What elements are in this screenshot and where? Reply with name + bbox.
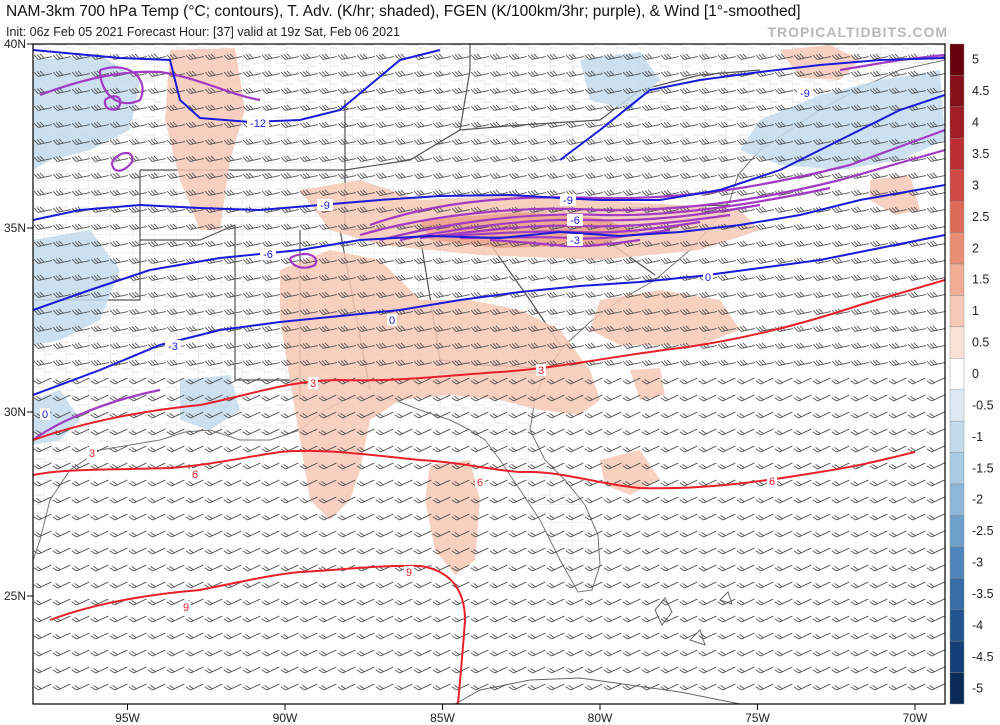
colorbar-swatch — [949, 326, 965, 359]
lon-tick-label: 85W — [430, 711, 455, 725]
colorbar-label: 3 — [972, 178, 979, 192]
temp-contour-label: -6 — [263, 249, 273, 261]
lon-tick-label: 95W — [115, 711, 140, 725]
temp-contour-label: 6 — [192, 469, 198, 481]
lon-tick-label: 90W — [273, 711, 298, 725]
colorbar-label: -4 — [972, 618, 983, 632]
latitude-axis: 40N 35N 30N 25N — [4, 37, 33, 603]
temp-contour-label: 0 — [389, 315, 395, 327]
colorbar-label: -0.5 — [972, 398, 994, 412]
lon-tick-label: 80W — [588, 711, 613, 725]
colorbar-swatch — [949, 232, 965, 265]
temp-contour-label: 6 — [769, 476, 775, 488]
lon-tick-label: 75W — [745, 711, 770, 725]
warm-temp-contours — [33, 279, 945, 704]
colorbar-swatch — [949, 75, 965, 108]
colorbar-swatch — [949, 358, 965, 390]
colorbar-swatch — [949, 452, 965, 485]
colorbar-swatch — [949, 609, 965, 642]
cold-temp-contours — [33, 49, 945, 396]
lat-tick-label: 25N — [4, 589, 26, 603]
colorbar-swatch — [949, 578, 965, 610]
colorbar-swatch — [949, 295, 965, 328]
colorbar-swatch — [949, 672, 965, 705]
header: NAM-3km 700 hPa Temp (°C; contours), T. … — [0, 0, 1000, 44]
contour-labels: -12 -9 -9 -9 -6 -6 -3 -3 0 0 0 3 3 3 6 6 6 9 9 — [40, 87, 813, 614]
colorbar-label: 2 — [972, 241, 979, 255]
temp-contour-label: -12 — [250, 118, 266, 130]
temp-contour-label: -3 — [168, 341, 178, 353]
temp-contour-label: -3 — [570, 235, 580, 247]
colorbar-swatch — [949, 200, 965, 233]
temp-contour-label: 3 — [538, 365, 544, 377]
temp-contour-label: 6 — [477, 477, 483, 489]
colorbar-swatch — [949, 546, 965, 579]
colorbar-label: 2.5 — [972, 210, 989, 224]
colorbar-swatch — [949, 43, 965, 76]
colorbar-label: 1.5 — [972, 273, 989, 287]
colorbar-swatch — [949, 420, 965, 453]
temp-contour-label: -9 — [563, 195, 573, 207]
colorbar-label: 0.5 — [972, 336, 989, 350]
wind-barbs — [33, 53, 945, 691]
colorbar-label: -2.5 — [972, 524, 994, 538]
temp-contour-label: 9 — [183, 602, 189, 614]
colorbar-label: 4.5 — [972, 84, 989, 98]
colorbar-label: -1 — [972, 430, 983, 444]
temp-contour-label: -6 — [570, 215, 580, 227]
colorbar-swatch — [949, 138, 965, 170]
colorbar-label: -3 — [972, 556, 983, 570]
colorbar-label: -5 — [972, 681, 983, 695]
colorbar-label: 3.5 — [972, 147, 989, 161]
temp-contour-label: 3 — [89, 448, 95, 460]
longitude-axis: 95W 90W 85W 80W 75W 70W — [115, 704, 928, 725]
temp-contour-label: 9 — [406, 567, 412, 579]
temp-contour-label: -9 — [320, 200, 330, 212]
temp-contour-label: 0 — [705, 272, 711, 284]
colorbar-label: 4 — [972, 116, 979, 130]
map-frame — [32, 43, 946, 705]
map-subtitle: Init: 06z Feb 05 2021 Forecast Hour: [37… — [6, 25, 400, 39]
temp-contour-label: 0 — [42, 409, 48, 421]
colorbar-label: -1.5 — [972, 461, 994, 475]
colorbar-swatch — [949, 515, 965, 548]
lon-tick-label: 70W — [903, 711, 928, 725]
brand-watermark: TROPICALTIDBITS.COM — [767, 24, 948, 40]
colorbar-label: -3.5 — [972, 587, 994, 601]
colorbar-swatch — [949, 389, 965, 422]
colorbar-label: 0 — [972, 367, 979, 381]
colorbar-swatch — [949, 483, 965, 516]
colorbar-label: 1 — [972, 304, 979, 318]
colorbar-swatch — [949, 169, 965, 202]
colorbar-swatch — [949, 106, 965, 139]
lat-tick-label: 40N — [4, 37, 26, 51]
colorbar-label: 5 — [972, 53, 979, 67]
colorbar-swatch — [949, 640, 965, 673]
colorbar-label: -2 — [972, 493, 983, 507]
temp-contour-label: 3 — [310, 378, 316, 390]
colorbar-swatch — [949, 263, 965, 296]
temp-contour-label: -9 — [800, 88, 810, 100]
map-title: NAM-3km 700 hPa Temp (°C; contours), T. … — [6, 3, 801, 20]
lat-tick-label: 30N — [4, 405, 26, 419]
lat-tick-label: 35N — [4, 221, 26, 235]
colorbar-label: -4.5 — [972, 650, 994, 664]
